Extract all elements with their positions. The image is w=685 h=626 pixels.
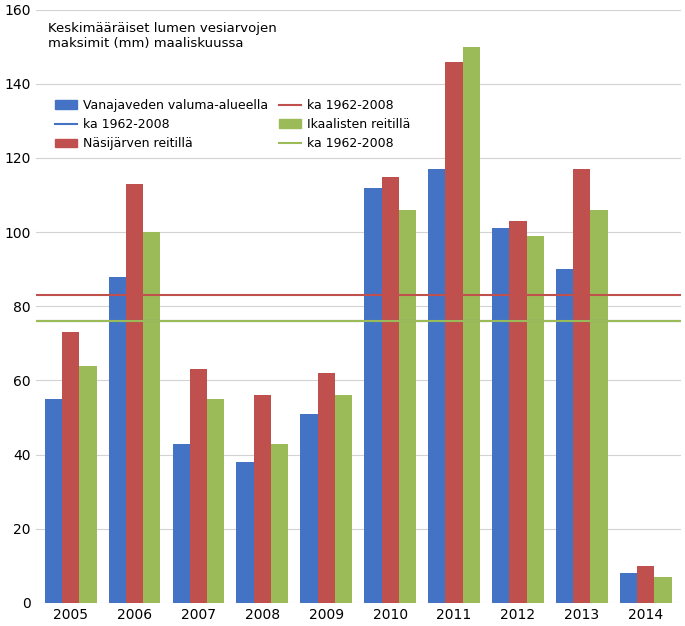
Bar bbox=[492, 228, 509, 603]
Bar bbox=[637, 566, 654, 603]
Bar bbox=[382, 177, 399, 603]
Bar bbox=[556, 269, 573, 603]
Bar bbox=[62, 332, 79, 603]
Bar bbox=[509, 221, 527, 603]
Bar bbox=[143, 232, 160, 603]
Text: Keskimääräiset lumen vesiarvojen
maksimit (mm) maaliskuussa: Keskimääräiset lumen vesiarvojen maksimi… bbox=[49, 21, 277, 49]
Bar bbox=[173, 444, 190, 603]
Bar bbox=[445, 61, 462, 603]
Bar bbox=[527, 236, 544, 603]
Bar bbox=[590, 210, 608, 603]
Legend: Vanajaveden valuma-alueella, ka 1962-2008, Näsijärven reitillä, ka 1962-2008, Ik: Vanajaveden valuma-alueella, ka 1962-200… bbox=[55, 99, 411, 150]
Bar bbox=[335, 395, 352, 603]
Bar bbox=[364, 188, 382, 603]
Bar bbox=[109, 277, 126, 603]
Bar bbox=[428, 169, 445, 603]
Bar bbox=[207, 399, 224, 603]
Bar bbox=[300, 414, 318, 603]
Bar bbox=[399, 210, 416, 603]
Bar bbox=[253, 395, 271, 603]
Bar bbox=[620, 573, 637, 603]
Bar bbox=[236, 462, 253, 603]
Bar bbox=[79, 366, 97, 603]
Bar bbox=[190, 369, 207, 603]
Bar bbox=[126, 184, 143, 603]
Bar bbox=[45, 399, 62, 603]
Bar bbox=[318, 373, 335, 603]
Bar bbox=[462, 47, 480, 603]
Bar bbox=[654, 577, 671, 603]
Bar bbox=[271, 444, 288, 603]
Bar bbox=[573, 169, 590, 603]
